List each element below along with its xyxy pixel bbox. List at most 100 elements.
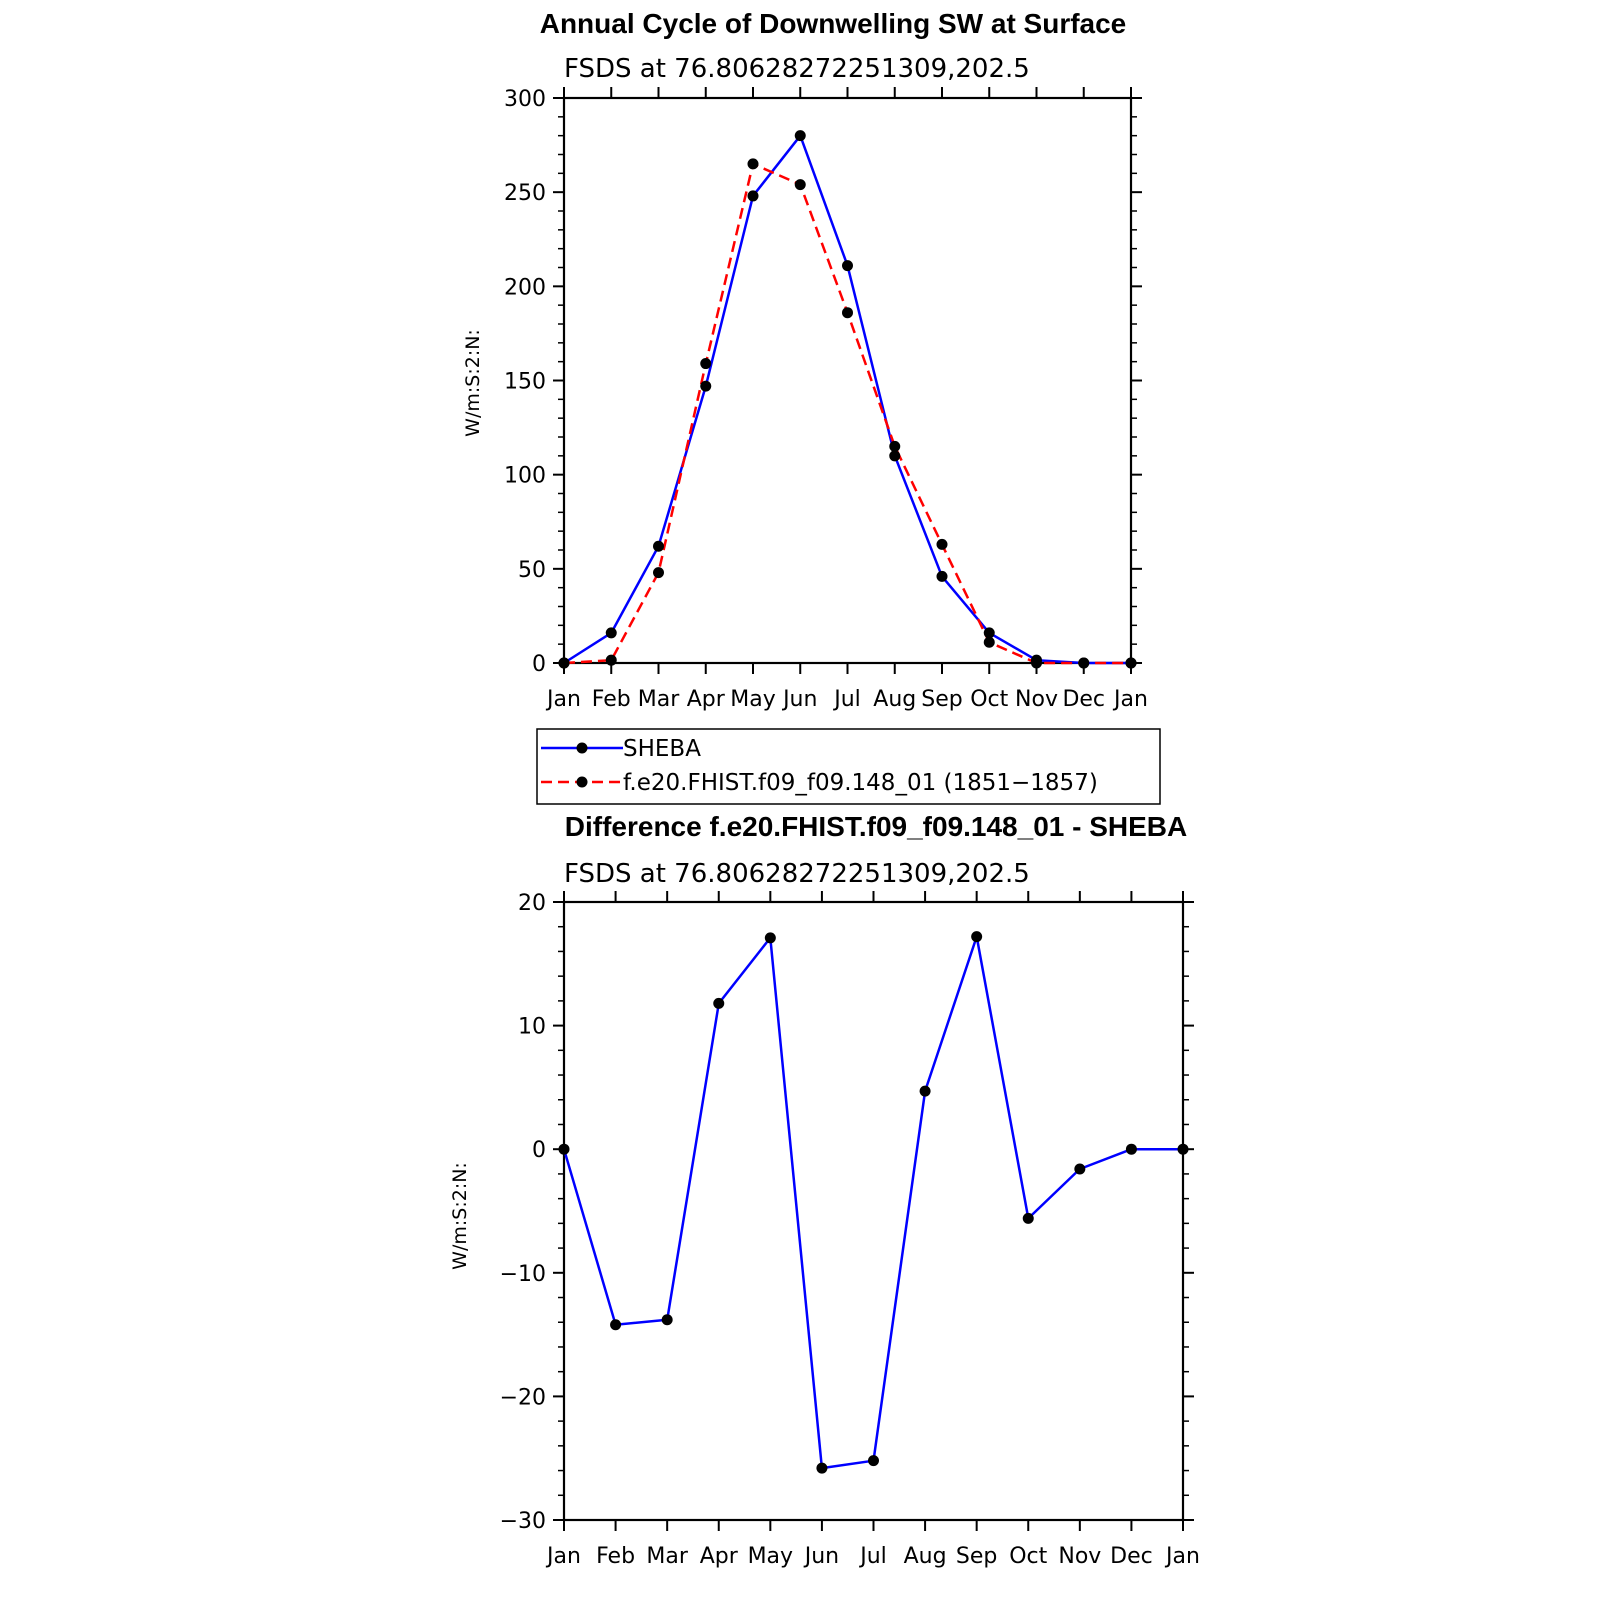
bottom-x-tick-label: Feb (596, 1544, 635, 1569)
bottom-x-tick-label: May (748, 1544, 793, 1569)
bottom-y-tick-label: −20 (500, 1385, 546, 1410)
bottom-series-0-point (661, 1314, 673, 1326)
top-series-1-point (653, 567, 664, 579)
top-y-tick-label: 250 (504, 181, 546, 206)
top-x-tick-label: Apr (687, 687, 726, 712)
top-axes (553, 87, 1142, 674)
top-series-0-line (563, 134, 1131, 665)
bottom-x-tick-label: Jan (545, 1544, 581, 1569)
top-series-1-point (983, 636, 995, 648)
top-series-0-point (700, 380, 712, 392)
bottom-series-group (558, 931, 1189, 1474)
top-series-1-point (1125, 657, 1137, 669)
top-x-tick-label: Nov (1015, 687, 1058, 712)
legend-entry-sheba: SHEBA (541, 736, 701, 762)
top-y-tick-label: 300 (504, 87, 546, 112)
bottom-plot-frame (562, 900, 1185, 1522)
top-y-tick-label: 0 (532, 652, 546, 677)
legend-entry-model: f.e20.FHIST.f09_f09.148_01 (1851−1857) (541, 770, 1098, 796)
bottom-series-0-point (764, 932, 776, 944)
top-plot-frame (562, 96, 1133, 665)
bottom-series-0-point (558, 1143, 570, 1155)
top-x-tick-label: Oct (970, 687, 1008, 712)
top-series-1-point (842, 307, 853, 319)
bottom-x-tick-label: Jan (1164, 1544, 1200, 1569)
top-series-0-point (653, 540, 664, 552)
top-x-tick-label: Jan (1112, 687, 1148, 712)
bottom-series-0-point (868, 1455, 879, 1467)
top-x-tick-label: Sep (921, 687, 962, 712)
top-y-axis-label: W/m:S:2:N: (462, 329, 484, 437)
top-series-1-point (747, 158, 759, 170)
legend-label-sheba: SHEBA (623, 736, 701, 762)
top-y-tick-label: 150 (504, 370, 546, 395)
top-y-tick-label: 50 (518, 558, 546, 583)
bottom-axes (553, 891, 1194, 1531)
top-series-1-point (794, 179, 806, 191)
top-series-0-point (842, 260, 853, 272)
bottom-x-tick-label: Aug (904, 1544, 947, 1569)
bottom-y-tick-label: 20 (518, 891, 546, 916)
top-series-0-point (889, 450, 901, 462)
bottom-x-tick-label: Nov (1058, 1544, 1101, 1569)
top-series-1-point (889, 440, 901, 452)
bottom-series-0-point (971, 931, 983, 943)
bottom-y-tick-label: 10 (518, 1015, 546, 1040)
top-series-group (558, 130, 1137, 669)
bottom-x-tick-label: Apr (700, 1544, 739, 1569)
bottom-series-0-point (1177, 1143, 1189, 1155)
top-series-1-point (605, 654, 617, 666)
bottom-chart: Difference f.e20.FHIST.f09_f09.148_01 - … (449, 811, 1200, 1569)
bottom-chart-subtitle: FSDS at 76.80628272251309,202.5 (564, 859, 1030, 889)
legend-marker-sheba (576, 742, 588, 754)
legend-marker-model (576, 776, 588, 788)
top-series-1-point (700, 358, 712, 370)
bottom-y-axis-label: W/m:S:2:N: (449, 1162, 471, 1270)
bottom-x-tick-label: Oct (1009, 1544, 1047, 1569)
top-series-0-point (605, 627, 617, 639)
top-chart-title: Annual Cycle of Downwelling SW at Surfac… (540, 8, 1127, 39)
bottom-tick-labels: Jan Feb Mar Apr May Jun Jul Aug Sep Oct Nov Dec Jan −… (500, 891, 1200, 1569)
bottom-series-0-point (1022, 1212, 1034, 1224)
bottom-series-0-point (610, 1319, 622, 1331)
top-series-0-point (794, 130, 806, 142)
bottom-series-0-point (816, 1462, 828, 1474)
legend-box (536, 728, 1161, 805)
top-x-tick-label: Jun (781, 687, 817, 712)
top-x-tick-label: May (730, 687, 775, 712)
bottom-y-tick-label: −30 (500, 1509, 546, 1534)
top-chart-subtitle: FSDS at 76.80628272251309,202.5 (564, 54, 1030, 84)
top-x-tick-label: Aug (873, 687, 916, 712)
top-tick-labels: Jan Feb Mar Apr May Jun Jul Aug Sep Oct Nov Dec Jan 0… (504, 87, 1148, 712)
top-series-1-line (563, 162, 1131, 665)
top-x-tick-label: Jul (832, 687, 861, 712)
legend: SHEBA f.e20.FHIST.f09_f09.148_01 (1851−1… (536, 728, 1161, 805)
bottom-series-0-line (562, 935, 1183, 1470)
legend-label-model: f.e20.FHIST.f09_f09.148_01 (1851−1857) (623, 770, 1098, 796)
bottom-y-tick-label: −10 (500, 1262, 546, 1287)
bottom-series-0-point (919, 1085, 931, 1097)
top-series-1-point (1078, 657, 1090, 669)
bottom-x-tick-label: Sep (956, 1544, 997, 1569)
top-series-0-point (983, 627, 995, 639)
top-x-tick-label: Jan (545, 687, 581, 712)
bottom-x-tick-label: Dec (1110, 1544, 1153, 1569)
bottom-x-tick-label: Jul (858, 1544, 887, 1569)
bottom-chart-title: Difference f.e20.FHIST.f09_f09.148_01 - … (565, 811, 1188, 842)
bottom-y-tick-label: 0 (532, 1138, 546, 1163)
top-series-0-point (936, 570, 948, 582)
top-x-tick-label: Dec (1062, 687, 1105, 712)
top-y-tick-label: 200 (504, 275, 546, 300)
bottom-x-tick-label: Mar (646, 1544, 688, 1569)
top-x-tick-label: Mar (638, 687, 680, 712)
top-x-tick-label: Feb (592, 687, 631, 712)
top-chart: Annual Cycle of Downwelling SW at Surfac… (462, 8, 1161, 805)
bottom-x-tick-label: Jun (803, 1544, 839, 1569)
bottom-series-0-point (1074, 1163, 1086, 1175)
top-series-0-point (747, 190, 759, 202)
top-series-1-point (1031, 657, 1042, 669)
bottom-series-0-point (1125, 1143, 1137, 1155)
top-y-tick-label: 100 (504, 464, 546, 489)
bottom-series-0-point (713, 997, 725, 1009)
